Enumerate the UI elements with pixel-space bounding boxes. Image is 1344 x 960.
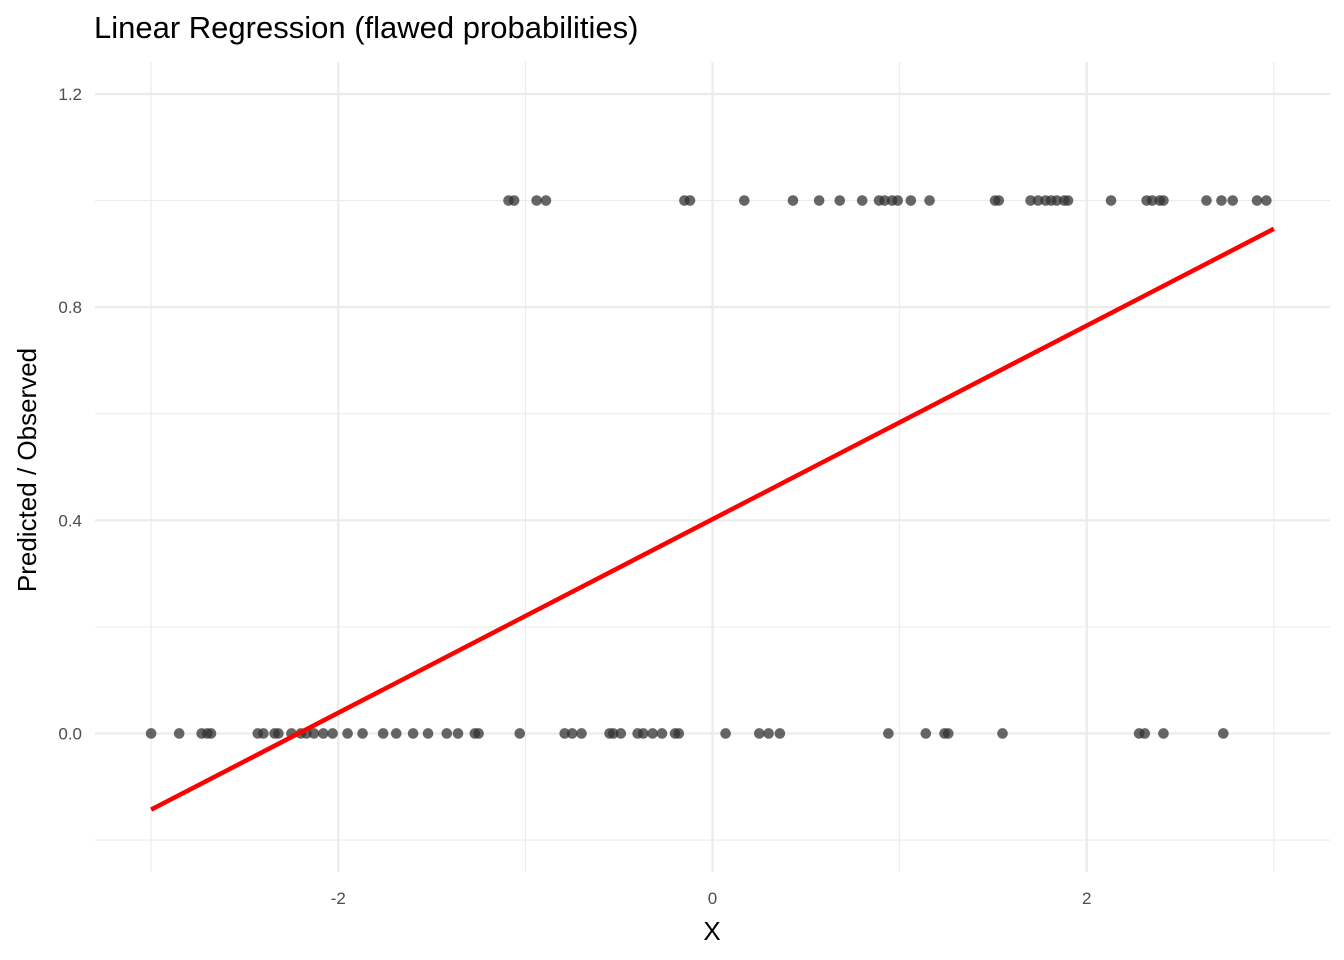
data-point	[684, 195, 696, 206]
data-point	[390, 728, 402, 739]
data-point	[753, 728, 765, 739]
data-point	[892, 195, 904, 206]
data-point	[407, 728, 419, 739]
data-point	[993, 195, 1005, 206]
data-point	[879, 195, 890, 206]
data-point	[763, 728, 774, 739]
data-point	[883, 728, 894, 739]
data-point	[905, 195, 917, 206]
data-point	[1216, 195, 1227, 206]
points-layer	[145, 195, 1272, 739]
data-point	[1062, 195, 1074, 206]
data-point	[576, 728, 587, 739]
data-point	[273, 728, 284, 739]
data-point	[258, 728, 269, 739]
data-point	[531, 195, 542, 206]
data-point	[739, 195, 750, 206]
chart-title: Linear Regression (flawed probabilities)	[94, 10, 639, 45]
data-point	[559, 728, 570, 739]
data-point	[441, 728, 453, 739]
data-point	[647, 728, 658, 739]
y-tick-label: 0.0	[58, 724, 82, 743]
x-tick-label: -2	[331, 889, 346, 908]
data-point	[145, 728, 157, 739]
data-point	[1227, 195, 1238, 206]
y-tick-label: 1.2	[58, 85, 82, 104]
x-axis-title: X	[703, 916, 720, 946]
data-point	[1218, 728, 1229, 739]
grid-layer	[95, 62, 1330, 872]
data-point	[377, 728, 389, 739]
data-point	[357, 728, 368, 739]
regression-line	[150, 226, 1275, 812]
data-point	[205, 728, 217, 739]
data-point	[1105, 195, 1117, 206]
data-point	[452, 728, 464, 739]
data-point	[1251, 195, 1263, 206]
regression-line-layer	[150, 226, 1275, 812]
data-point	[813, 195, 825, 206]
data-point	[514, 728, 526, 739]
data-point	[720, 728, 731, 739]
data-point	[920, 728, 932, 739]
data-point	[615, 728, 627, 739]
data-point	[317, 728, 329, 739]
data-point	[997, 728, 1008, 739]
data-point	[422, 728, 434, 739]
data-point	[173, 728, 185, 739]
data-point	[308, 728, 320, 739]
y-axis-title: Predicted / Observed	[12, 348, 42, 592]
x-tick-label: 2	[1082, 889, 1091, 908]
data-point	[924, 195, 935, 206]
tick-labels-layer: -2 0 2 0.0 0.4 0.8 1.2	[58, 85, 1091, 908]
data-point	[327, 728, 338, 739]
data-point	[1261, 195, 1272, 206]
data-point	[942, 728, 954, 739]
data-point	[508, 195, 520, 206]
data-point	[1146, 195, 1158, 206]
data-point	[566, 728, 578, 739]
data-point	[1051, 195, 1063, 206]
data-point	[787, 195, 799, 206]
data-point	[774, 728, 786, 739]
y-tick-label: 0.8	[58, 298, 82, 317]
data-point	[656, 728, 668, 739]
data-point	[1032, 195, 1044, 206]
data-point	[673, 728, 685, 739]
data-point	[540, 195, 552, 206]
data-point	[608, 728, 619, 739]
data-point	[473, 728, 484, 739]
data-point	[1139, 728, 1151, 739]
data-point	[1201, 195, 1212, 206]
y-tick-label: 0.4	[58, 511, 82, 530]
data-point	[856, 195, 868, 206]
data-point	[1158, 195, 1169, 206]
data-point	[834, 195, 846, 206]
data-point	[1158, 728, 1169, 739]
x-tick-label: 0	[708, 889, 717, 908]
data-point	[1025, 195, 1036, 206]
data-point	[637, 728, 649, 739]
data-point	[342, 728, 353, 739]
